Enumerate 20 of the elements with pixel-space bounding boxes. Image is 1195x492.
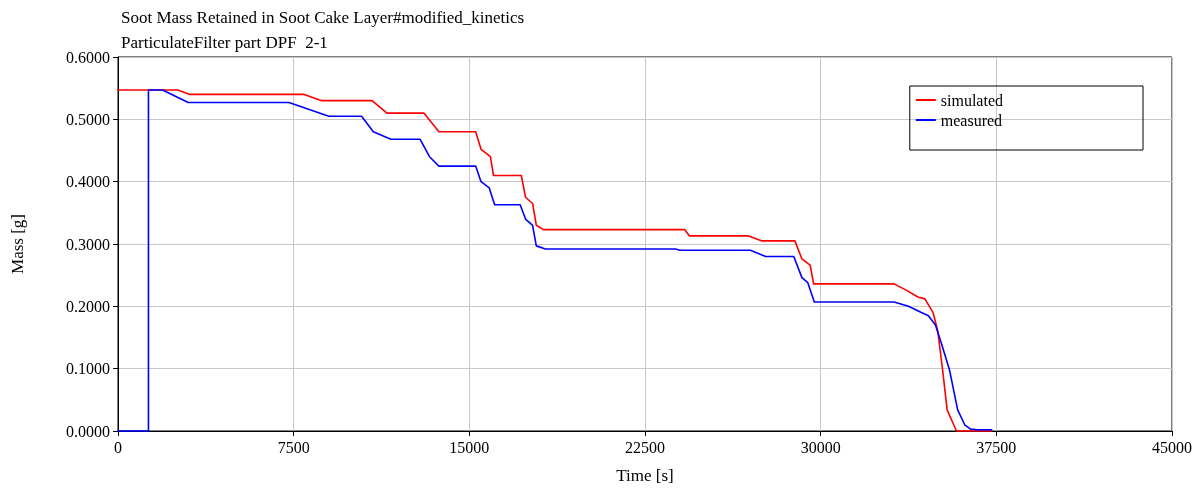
- chart-title: Soot Mass Retained in Soot Cake Layer#modified_kinetics: [121, 8, 525, 27]
- y-tick-label: 0.3000: [66, 235, 110, 253]
- x-tick-label: 7500: [277, 438, 310, 456]
- chart-subtitle: ParticulateFilter part DPF 2-1: [121, 33, 328, 52]
- y-tick-label: 0.0000: [66, 422, 110, 440]
- y-tick-label: 0.2000: [66, 297, 110, 315]
- legend-label: measured: [940, 111, 1003, 129]
- y-tick-label: 0.4000: [66, 173, 110, 191]
- x-tick-label: 45000: [1152, 438, 1192, 456]
- x-axis-title: Time [s]: [616, 466, 674, 485]
- x-tick-label: 22500: [625, 438, 665, 456]
- legend-label: simulated: [940, 91, 1004, 109]
- y-tick-label: 0.6000: [66, 48, 110, 66]
- y-axis-title: Mass [g]: [8, 214, 27, 274]
- x-tick-label: 37500: [976, 438, 1017, 456]
- y-tick-label: 0.1000: [66, 360, 110, 378]
- x-tick-label: 30000: [800, 438, 841, 456]
- x-tick-label: 0: [114, 438, 122, 456]
- x-tick-label: 15000: [449, 438, 490, 456]
- y-tick-label: 0.5000: [66, 110, 110, 128]
